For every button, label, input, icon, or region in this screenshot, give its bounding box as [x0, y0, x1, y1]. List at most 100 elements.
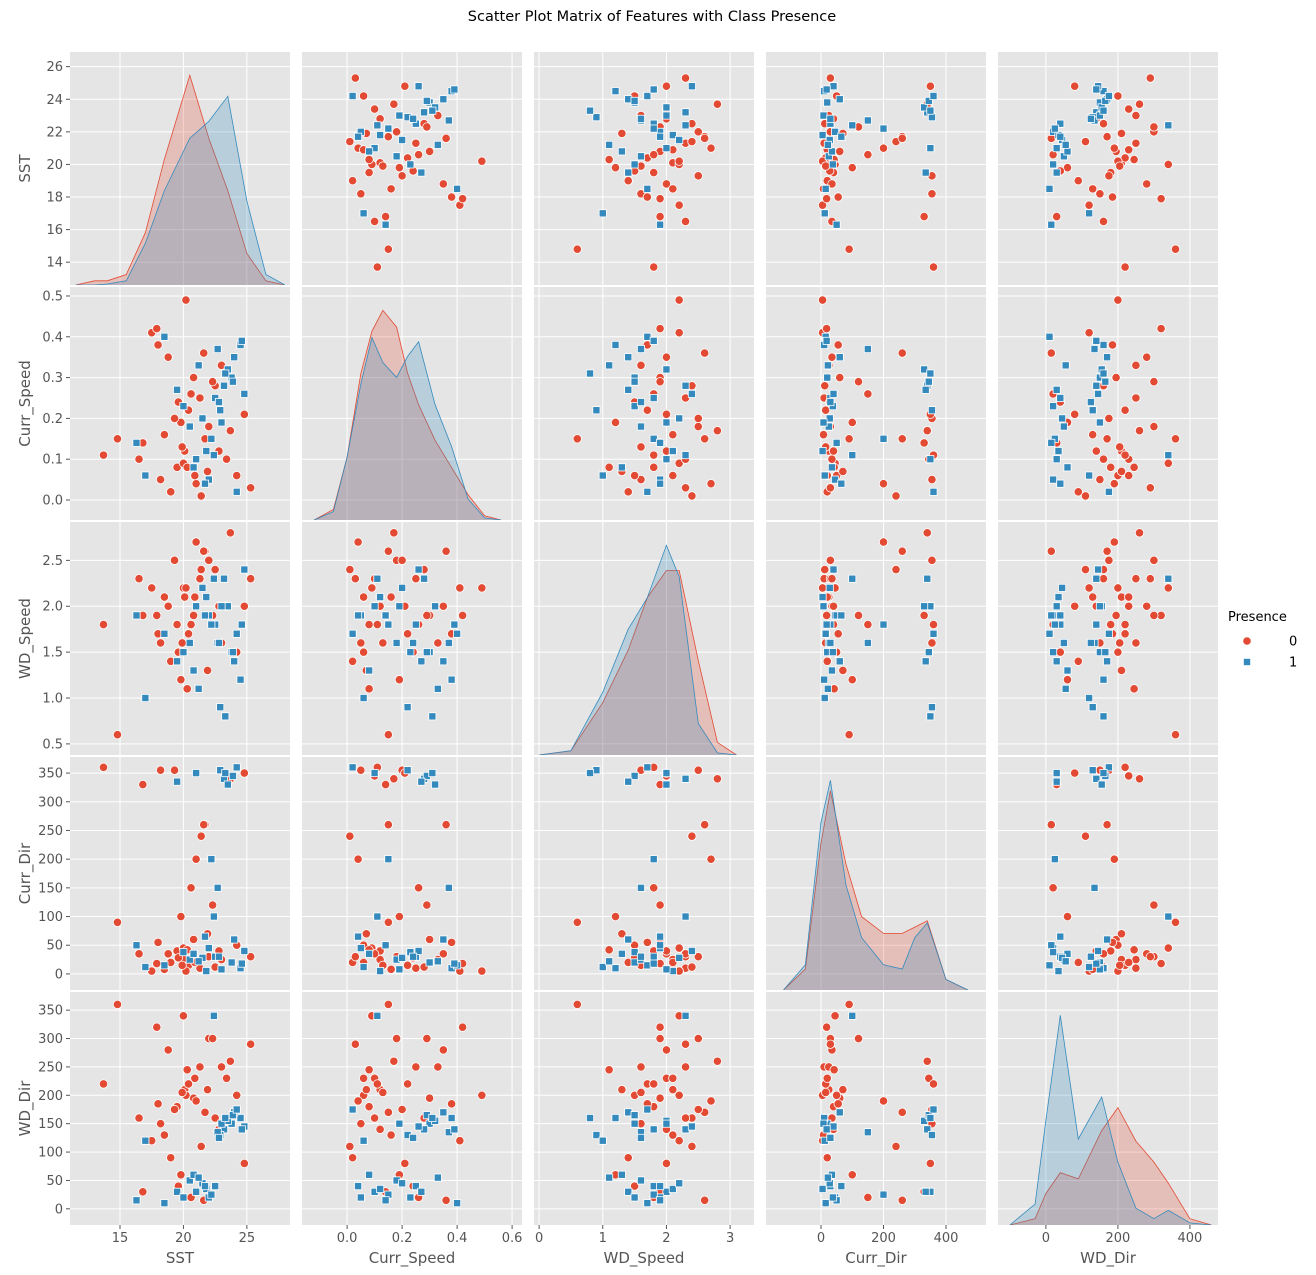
point	[1120, 262, 1130, 272]
point	[386, 1130, 396, 1140]
point	[630, 96, 639, 105]
point	[827, 179, 837, 189]
point	[163, 352, 173, 362]
point	[1088, 592, 1098, 602]
point	[610, 911, 621, 922]
point	[837, 479, 846, 488]
point	[919, 211, 929, 222]
point	[358, 1073, 369, 1083]
point	[605, 361, 614, 370]
point	[1156, 959, 1166, 969]
point	[1095, 189, 1105, 199]
point	[1156, 324, 1166, 334]
point	[630, 1193, 639, 1202]
point	[411, 1182, 420, 1191]
point	[925, 1158, 935, 1169]
point	[687, 1141, 697, 1151]
point	[863, 389, 873, 399]
point	[134, 949, 144, 959]
point	[397, 1104, 407, 1115]
panel	[817, 999, 939, 1208]
point	[1092, 574, 1101, 583]
point	[153, 937, 163, 947]
point	[827, 463, 836, 472]
point	[188, 372, 199, 383]
point	[160, 1199, 169, 1208]
point	[712, 1056, 722, 1066]
point	[1129, 684, 1139, 694]
point	[656, 1196, 665, 1205]
point	[431, 602, 440, 611]
point	[411, 574, 421, 584]
point	[919, 610, 929, 621]
point	[823, 684, 832, 693]
point	[675, 953, 684, 962]
point	[649, 1125, 658, 1134]
point	[345, 831, 355, 841]
point	[1047, 941, 1056, 950]
point	[211, 1182, 220, 1191]
point	[395, 1119, 404, 1128]
point	[820, 381, 830, 391]
point	[221, 1114, 230, 1123]
point	[395, 965, 404, 974]
point	[232, 487, 241, 496]
point	[838, 1085, 848, 1095]
point	[878, 1096, 889, 1106]
point	[643, 487, 652, 496]
point	[365, 666, 374, 675]
point	[173, 777, 182, 786]
point	[384, 124, 393, 133]
point	[185, 422, 194, 431]
point	[455, 583, 465, 593]
point	[828, 446, 839, 456]
point	[411, 138, 421, 148]
point	[1054, 967, 1063, 976]
point	[446, 1099, 457, 1109]
point	[173, 385, 182, 394]
point	[1109, 143, 1119, 153]
point	[359, 1136, 368, 1145]
point	[636, 1176, 645, 1185]
point	[433, 638, 443, 648]
panel	[1045, 762, 1181, 976]
point	[636, 883, 645, 892]
point	[922, 528, 932, 538]
y-tick-label: 50	[46, 939, 63, 954]
point	[200, 611, 209, 620]
point	[239, 768, 249, 778]
point	[453, 184, 462, 193]
point	[661, 352, 672, 362]
point	[655, 324, 665, 334]
point	[693, 1104, 703, 1115]
point	[406, 1193, 415, 1202]
point	[1163, 583, 1173, 593]
point	[921, 1187, 930, 1196]
point	[661, 81, 672, 91]
point	[1046, 348, 1056, 358]
y-tick-label: 22	[46, 125, 63, 140]
point	[822, 324, 832, 334]
point	[383, 999, 393, 1010]
y-tick-label: 20	[46, 158, 63, 173]
point	[422, 610, 432, 621]
point	[132, 1196, 141, 1205]
point	[1120, 629, 1130, 639]
point	[220, 574, 229, 583]
x-tick-label: 200	[871, 1231, 896, 1246]
point	[598, 963, 607, 972]
point	[450, 85, 459, 94]
point	[649, 150, 659, 160]
point	[586, 769, 595, 778]
point	[649, 462, 659, 472]
x-tick-label: 0	[535, 1231, 543, 1246]
point	[394, 675, 404, 685]
point	[829, 565, 838, 574]
point	[160, 332, 169, 341]
point	[189, 666, 198, 675]
point	[441, 820, 451, 830]
point	[630, 1119, 639, 1128]
point	[922, 1056, 932, 1066]
point	[687, 137, 697, 147]
point	[1101, 648, 1110, 657]
